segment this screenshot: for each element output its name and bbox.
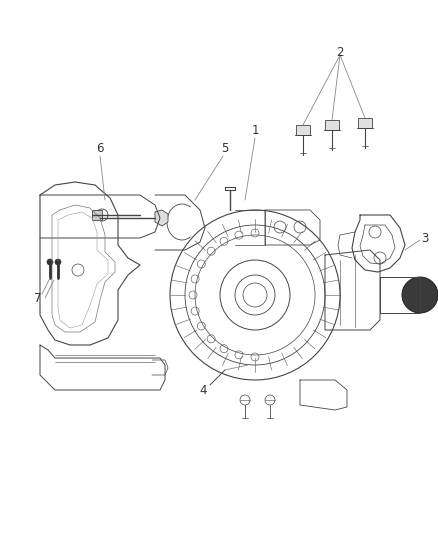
Polygon shape (92, 210, 102, 220)
Text: 5: 5 (221, 141, 229, 155)
Circle shape (402, 277, 438, 313)
Polygon shape (358, 118, 372, 128)
Circle shape (55, 259, 61, 265)
Text: 7: 7 (34, 292, 42, 304)
Circle shape (47, 259, 53, 265)
Polygon shape (155, 210, 168, 226)
Polygon shape (325, 120, 339, 130)
Text: 3: 3 (421, 231, 429, 245)
Text: 6: 6 (96, 141, 104, 155)
Text: 1: 1 (251, 124, 259, 136)
Text: 4: 4 (199, 384, 207, 397)
Text: 2: 2 (336, 45, 344, 59)
Polygon shape (296, 125, 310, 135)
